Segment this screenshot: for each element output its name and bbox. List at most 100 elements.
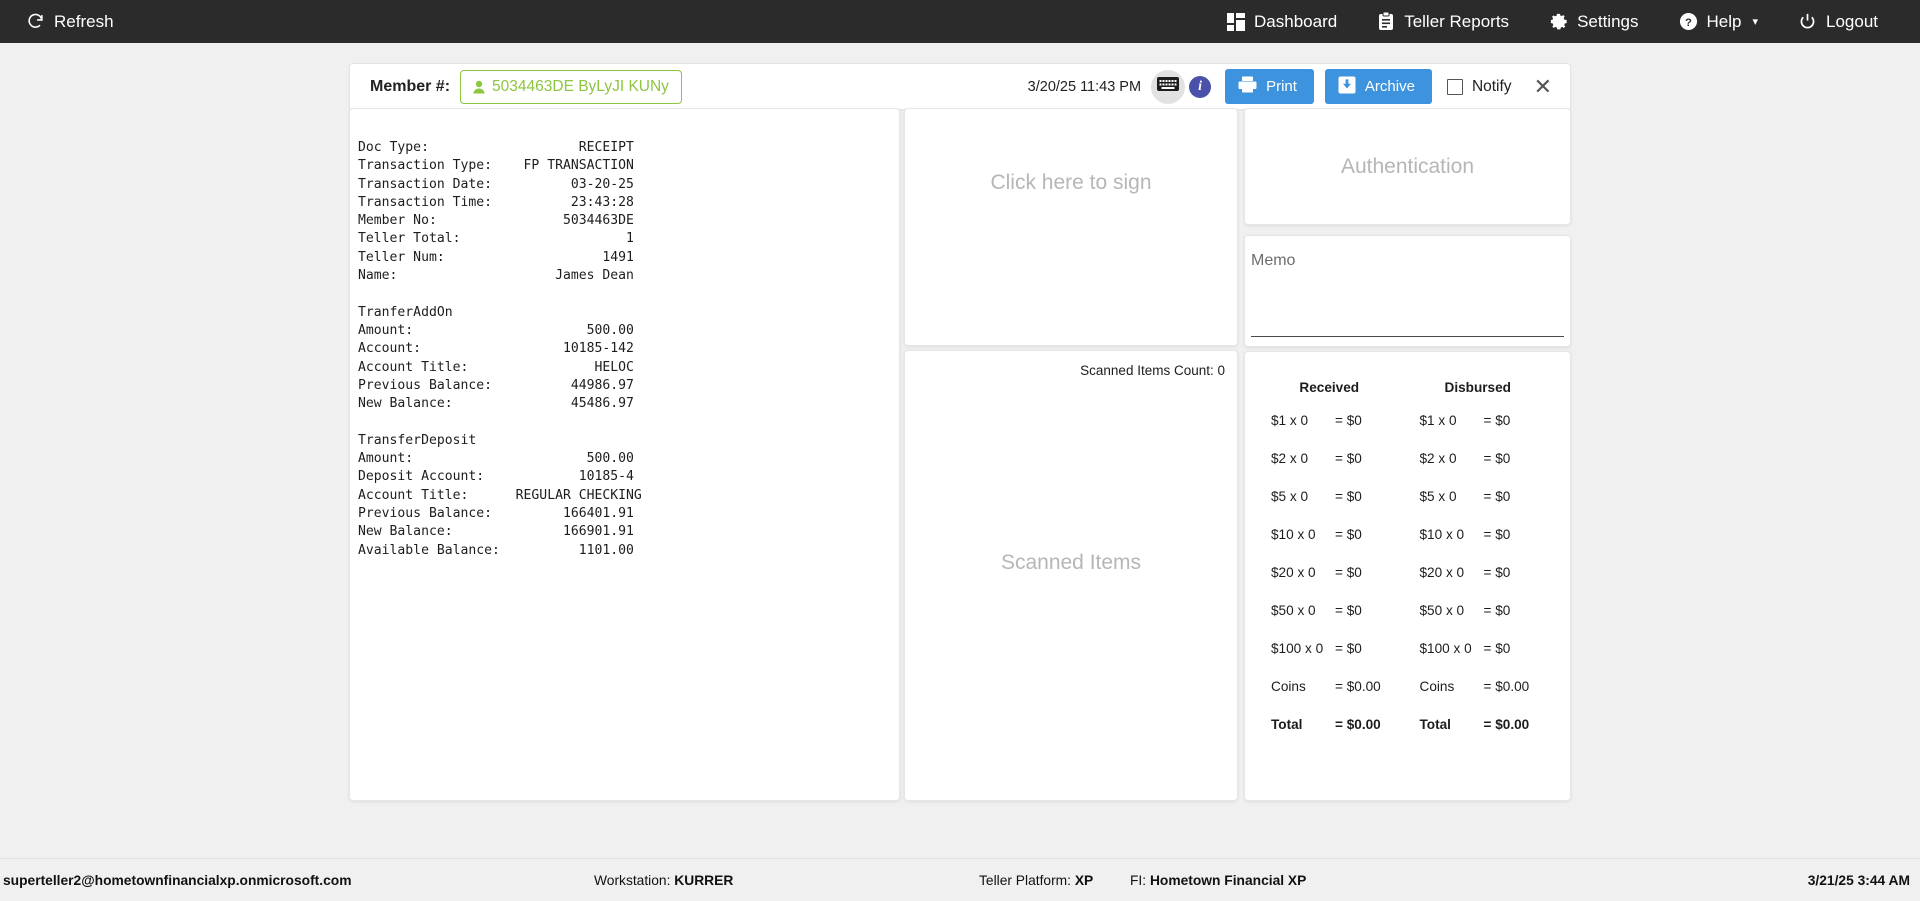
cash-drawer-row: $10 x 0 = $0 $10 x 0 = $0 [1259,527,1556,542]
memo-input-underline[interactable] [1251,336,1564,337]
member-number-label: Member #: [370,77,451,95]
nav-left-group: Refresh [0,0,134,43]
info-circle-icon[interactable]: i [1189,75,1212,98]
nav-item-settings[interactable]: Settings [1529,0,1658,43]
header-disbursed: Disbursed [1444,380,1511,395]
header-received: Received [1299,380,1360,395]
received-cell: $5 x 0 = $0 [1259,489,1408,504]
received-cell: $1 x 0 = $0 [1259,413,1408,428]
chevron-down-icon: ▾ [1752,16,1758,28]
received-amount: = $0 [1335,413,1362,428]
status-fi: FI: Hometown Financial XP [1130,873,1306,888]
nav-label-dashboard: Dashboard [1254,11,1338,31]
disbursed-denomination: $100 x 0 [1419,641,1472,656]
authentication-panel[interactable]: Authentication [1244,108,1571,225]
archive-box-icon [1338,76,1356,98]
receipt-text: Doc Type: RECEIPT Transaction Type: FP T… [358,140,642,558]
receipt-panel: Doc Type: RECEIPT Transaction Type: FP T… [349,108,900,801]
disbursed-denomination: $1 x 0 [1419,413,1457,428]
received-denomination: $10 x 0 [1271,527,1316,542]
disbursed-amount: = $0.00 [1483,679,1530,694]
disbursed-denomination: Coins [1419,679,1455,694]
disbursed-amount: = $0 [1483,527,1511,542]
nav-label-settings: Settings [1577,11,1639,31]
notify-checkbox[interactable]: Notify [1446,77,1512,96]
signature-panel[interactable]: Click here to sign [904,108,1238,346]
received-denomination: Total [1271,717,1303,732]
received-amount: = $0 [1335,489,1362,504]
svg-text:?: ? [1685,17,1692,29]
memo-panel[interactable]: Memo [1244,235,1571,347]
notify-label: Notify [1471,77,1512,95]
status-workstation: Workstation: KURRER [594,873,733,888]
member-chip[interactable]: 5034463DE ByLyJI KUNy [460,69,682,104]
disbursed-cell: Total = $0.00 [1408,717,1557,732]
cash-drawer-table: Received Disbursed $1 x 0 = $0 $1 x 0 = $0 $… [1245,352,1570,732]
disbursed-cell: $50 x 0 = $0 [1408,603,1557,618]
keyboard-icon [1157,76,1180,97]
disbursed-cell: $2 x 0 = $0 [1408,451,1557,466]
cash-drawer-row: Total = $0.00 Total = $0.00 [1259,717,1556,732]
status-user-email: superteller2@hometownfinancialxp.onmicro… [3,872,352,888]
cash-drawer-rows: $1 x 0 = $0 $1 x 0 = $0 $2 x 0 = $0 $2 x 0 = $0… [1259,413,1556,732]
archive-button[interactable]: Archive [1324,69,1432,104]
disbursed-cell: $5 x 0 = $0 [1408,489,1557,504]
received-cell: $2 x 0 = $0 [1259,451,1408,466]
memo-label: Memo [1251,252,1296,269]
cash-drawer-row: Coins = $0.00 Coins = $0.00 [1259,679,1556,694]
question-circle-icon: ? [1679,12,1698,31]
cash-drawer-header-row: Received Disbursed [1259,380,1556,395]
cash-drawer-row: $50 x 0 = $0 $50 x 0 = $0 [1259,603,1556,618]
received-denomination: $50 x 0 [1271,603,1316,618]
scanned-items-placeholder[interactable]: Scanned Items [1000,551,1142,574]
document-toolbar: Member #: 5034463DE ByLyJI KUNy 3/20/25 … [349,63,1571,109]
nav-item-teller-reports[interactable]: Teller Reports [1357,0,1529,43]
disbursed-cell: $20 x 0 = $0 [1408,565,1557,580]
refresh-label: Refresh [54,11,114,31]
disbursed-amount: = $0 [1483,603,1511,618]
status-workstation-label: Workstation: [594,872,671,888]
disbursed-cell: $100 x 0 = $0 [1408,641,1557,656]
disbursed-amount: = $0 [1483,565,1511,580]
disbursed-cell: $1 x 0 = $0 [1408,413,1557,428]
checkbox-box[interactable] [1446,78,1463,95]
refresh-icon [26,12,45,31]
disbursed-amount: = $0 [1483,451,1511,466]
received-denomination: $20 x 0 [1271,565,1316,580]
cash-drawer-panel: Received Disbursed $1 x 0 = $0 $1 x 0 = $0 $… [1244,351,1571,801]
received-cell: $10 x 0 = $0 [1259,527,1408,542]
archive-label: Archive [1364,78,1415,95]
received-amount: = $0 [1335,565,1362,580]
cash-drawer-row: $2 x 0 = $0 $2 x 0 = $0 [1259,451,1556,466]
status-fi-label: FI: [1130,872,1147,888]
print-button[interactable]: Print [1225,69,1314,104]
disbursed-denomination: $10 x 0 [1419,527,1465,542]
document-timestamp: 3/20/25 11:43 PM [1027,78,1142,95]
received-cell: $50 x 0 = $0 [1259,603,1408,618]
signature-placeholder[interactable]: Click here to sign [990,171,1152,194]
received-amount: = $0 [1335,451,1362,466]
status-platform: Teller Platform: XP [979,873,1093,888]
received-amount: = $0 [1335,641,1362,656]
disbursed-cell: Coins = $0.00 [1408,679,1557,694]
nav-item-help[interactable]: ? Help ▾ [1659,0,1779,43]
disbursed-denomination: $50 x 0 [1419,603,1465,618]
authentication-placeholder[interactable]: Authentication [1340,154,1475,178]
received-amount: = $0.00 [1335,679,1381,694]
received-cell: $20 x 0 = $0 [1259,565,1408,580]
disbursed-denomination: $5 x 0 [1419,489,1457,504]
nav-item-logout[interactable]: Logout [1778,0,1898,43]
received-denomination: Coins [1271,679,1306,694]
scanned-items-count: Scanned Items Count: 0 [1080,363,1225,378]
refresh-button[interactable]: Refresh [26,0,134,43]
received-amount: = $0 [1335,603,1362,618]
gear-icon [1549,12,1568,31]
status-bar: superteller2@hometownfinancialxp.onmicro… [0,858,1920,901]
received-amount: = $0.00 [1335,717,1381,732]
close-icon[interactable]: ✕ [1533,73,1552,99]
received-cell: $100 x 0 = $0 [1259,641,1408,656]
received-denomination: $100 x 0 [1271,641,1324,656]
nav-item-dashboard[interactable]: Dashboard [1207,0,1357,43]
disbursed-amount: = $0.00 [1483,717,1530,732]
keyboard-button[interactable] [1151,69,1186,104]
